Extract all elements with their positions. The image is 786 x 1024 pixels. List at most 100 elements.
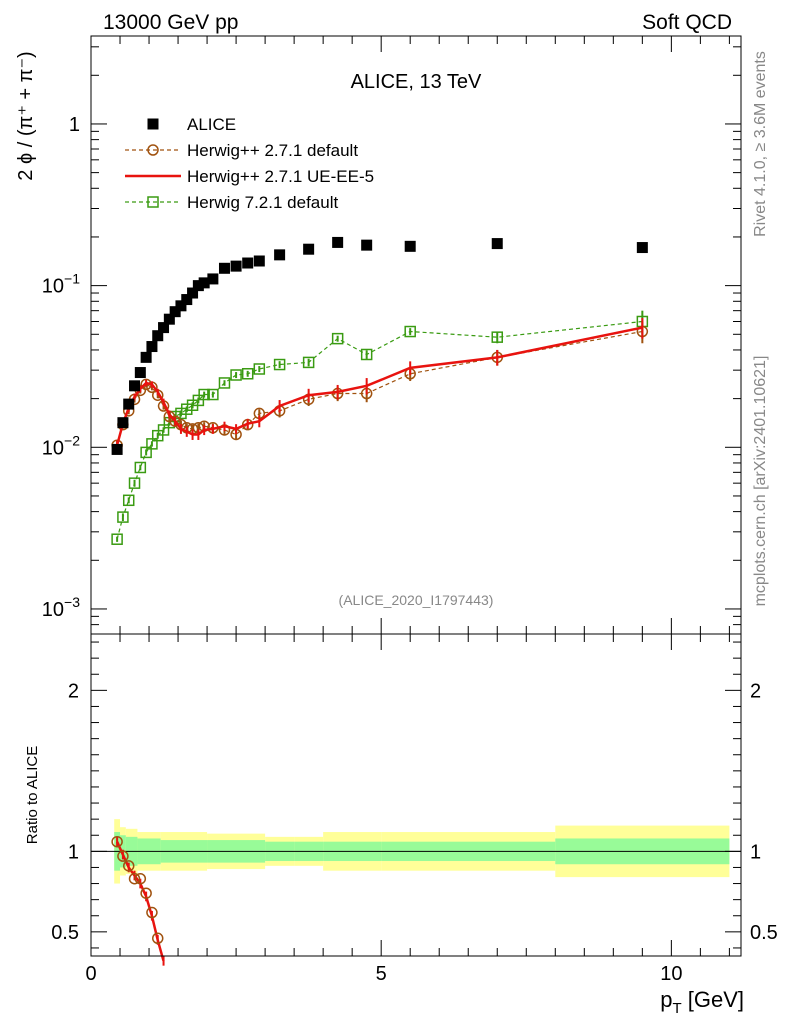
data-point <box>181 294 193 306</box>
data-point <box>134 461 147 474</box>
data-point <box>242 257 254 269</box>
main-panel: 10−3 10−2 10−1 1 ALICE, 13 TeV (ALICE_2020_… <box>15 35 742 635</box>
data-point <box>175 407 187 420</box>
data-point <box>230 260 242 272</box>
data-point <box>111 533 123 545</box>
ratio-point <box>122 860 135 872</box>
series-line <box>116 320 643 540</box>
ratio-y-tick-label: 1 <box>68 841 79 863</box>
legend-marker <box>147 144 159 156</box>
header-right-label: Soft QCD <box>642 11 732 34</box>
data-point <box>175 300 187 312</box>
data-point <box>152 330 164 342</box>
data-point <box>331 332 344 345</box>
data-point <box>117 511 129 523</box>
data-point <box>207 273 219 285</box>
analysis-id-label: (ALICE_2020_I1797443) <box>339 592 494 608</box>
data-point <box>134 367 146 379</box>
data-point <box>303 243 315 255</box>
series-line <box>115 318 644 451</box>
x-axis-label: pT [GeV] <box>660 987 744 1017</box>
legend-label: Herwig++ 2.7.1 UE-EE-5 <box>187 167 374 186</box>
data-point <box>491 331 503 343</box>
legend-marker <box>147 118 159 130</box>
data-point <box>230 369 242 381</box>
legend-item: Herwig++ 2.7.1 default <box>125 141 358 160</box>
x-tick-label: 0 <box>85 963 96 985</box>
ratio-series-circle <box>111 835 164 945</box>
data-point <box>207 388 219 401</box>
data-point <box>128 477 141 489</box>
data-point <box>218 377 231 389</box>
ratio-point <box>134 872 147 885</box>
data-point <box>169 415 181 427</box>
data-point <box>140 446 152 459</box>
ratio-y-axis-label: Ratio to ALICE <box>24 746 41 844</box>
ratio-plot-frame <box>90 633 742 957</box>
data-point <box>140 351 152 363</box>
data-point <box>253 255 265 267</box>
ratio-point <box>140 887 152 899</box>
legend-item: ALICE <box>147 115 236 134</box>
data-point <box>332 236 344 248</box>
data-point <box>218 262 230 274</box>
ratio-point <box>128 872 141 885</box>
x-tick-label: 10 <box>660 963 682 985</box>
data-point <box>129 380 141 392</box>
data-point <box>146 341 158 353</box>
data-point <box>361 239 373 251</box>
data-point <box>122 494 135 507</box>
series-square <box>111 310 649 545</box>
series-line <box>115 326 643 446</box>
ratio-y-tick-label-right: 1 <box>750 841 761 863</box>
data-point <box>274 249 286 261</box>
data-point <box>123 398 135 410</box>
data-point <box>273 358 286 371</box>
mcplots-label: mcplots.cern.ch [arXiv:2401.10621] <box>752 356 769 607</box>
legend-marker <box>147 196 159 208</box>
ratio-y-tick-label: 0.5 <box>51 922 79 944</box>
ratio-y-tick-label: 2 <box>68 680 79 702</box>
data-point <box>187 287 199 299</box>
data-point <box>636 242 648 254</box>
data-point <box>491 238 503 250</box>
data-point <box>158 322 170 334</box>
data-point <box>198 277 210 289</box>
legend-label: Herwig++ 2.7.1 default <box>187 141 358 160</box>
data-point <box>360 348 373 361</box>
ratio-point <box>151 932 164 945</box>
data-point <box>181 403 193 415</box>
data-point <box>117 417 129 429</box>
ratio-point <box>117 850 129 862</box>
rivet-version-label: Rivet 4.1.0, ≥ 3.6M events <box>752 51 769 237</box>
ratio-point <box>111 835 123 848</box>
main-y-tick-label: 10−2 <box>42 432 80 459</box>
ratio-panel: 0.5 0.5 1 1 2 2 0 5 10 Ratio to ALICE pT [GeV] <box>24 633 778 1017</box>
data-point <box>253 363 266 375</box>
legend-label: Herwig 7.2.1 default <box>187 193 338 212</box>
main-y-tick-label: 1 <box>69 114 80 136</box>
legend-label: ALICE <box>187 115 236 134</box>
ratio-point <box>146 906 158 919</box>
legend: ALICE Herwig++ 2.7.1 default Herwig++ 2.7.… <box>125 115 374 212</box>
data-point <box>192 280 204 292</box>
data-point <box>198 388 210 401</box>
data-point <box>241 368 254 380</box>
data-point <box>192 394 205 407</box>
data-point <box>404 325 416 338</box>
data-point <box>169 306 181 318</box>
data-point <box>404 240 416 252</box>
legend-item: Herwig 7.2.1 default <box>125 193 338 212</box>
ratio-y-tick-label-right: 0.5 <box>750 922 778 944</box>
main-y-axis-label: 2 ϕ / (π⁺ + π⁻) <box>15 51 37 180</box>
main-y-tick-label: 10−1 <box>42 271 80 298</box>
ratio-y-tick-label-right: 2 <box>750 680 761 702</box>
data-point <box>146 438 158 450</box>
header-left-label: 13000 GeV pp <box>103 11 238 34</box>
x-tick-label: 5 <box>376 963 387 985</box>
series-data <box>111 236 648 455</box>
series-line <box>116 330 643 446</box>
data-point <box>302 356 315 369</box>
data-point <box>111 443 123 455</box>
